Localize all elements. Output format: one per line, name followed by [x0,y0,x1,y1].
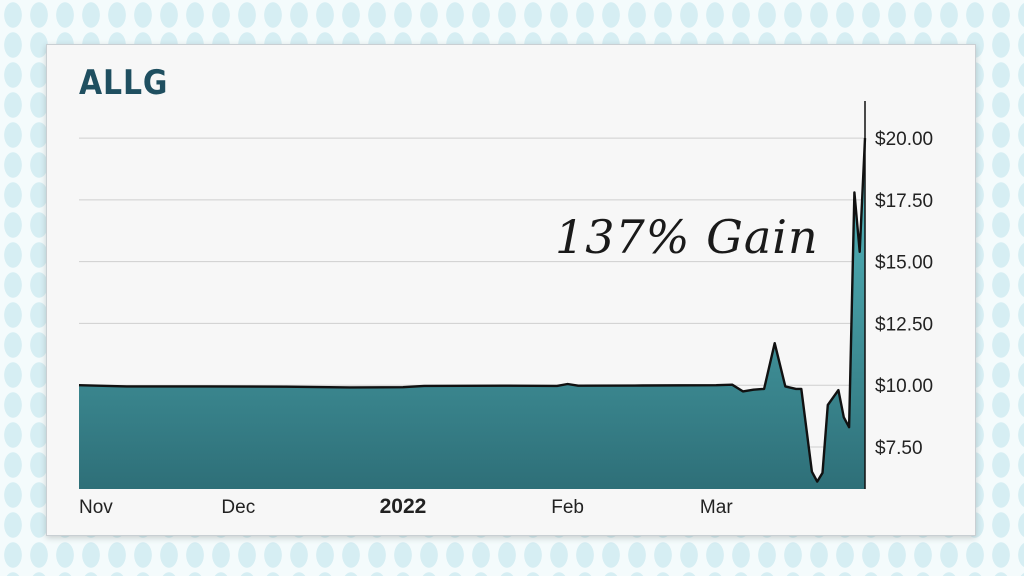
x-tick-label: Mar [700,497,733,518]
y-tick-label: $10.00 [875,376,933,397]
y-tick-label: $15.00 [875,253,933,274]
ticker-title: ALLG [79,63,169,103]
x-tick-label: Nov [79,497,113,518]
x-tick-label: 2022 [380,495,427,518]
chart-card: ALLG $20.00 $17.50 $15.00 $12.50 $10.00 $7.50… [46,44,976,536]
x-tick-labels: Nov Dec 2022 Feb Mar [79,495,733,518]
y-tick-label: $20.00 [875,129,933,150]
y-tick-label: $17.50 [875,191,933,212]
x-tick-label: Feb [551,497,584,518]
y-tick-labels: $20.00 $17.50 $15.00 $12.50 $10.00 $7.50 [875,129,933,459]
price-chart: $20.00 $17.50 $15.00 $12.50 $10.00 $7.50 Nov D… [78,101,933,518]
y-tick-label: $7.50 [875,438,923,459]
price-line [78,138,867,483]
x-tick-label: Dec [221,497,255,518]
gain-annotation: 137% Gain [555,210,819,264]
y-tick-label: $12.50 [875,314,933,335]
price-area [79,138,865,489]
